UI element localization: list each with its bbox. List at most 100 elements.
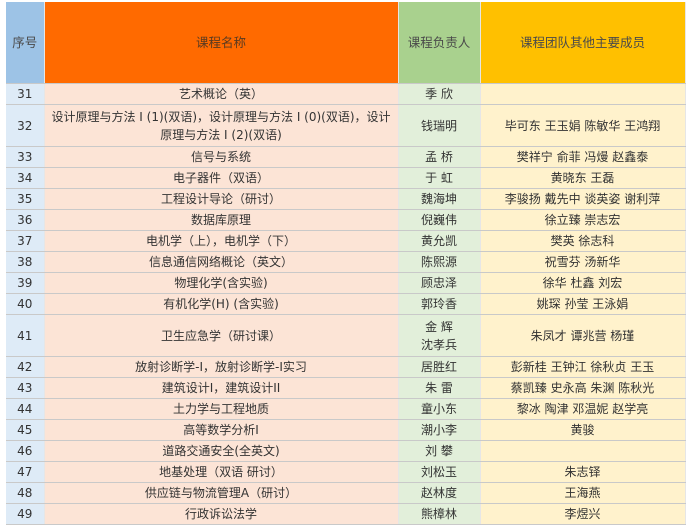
course-leader: 居胜红 xyxy=(398,356,481,378)
course-name: 电子器件（双语） xyxy=(44,167,399,189)
team-members xyxy=(480,440,686,462)
table-row: 39 物理化学(含实验) 顾忠泽 徐华 杜鑫 刘宏 xyxy=(6,272,686,294)
table-row: 38 信息通信网络概论（英文） 陈熙源 祝雪芬 汤新华 xyxy=(6,251,686,273)
course-leader: 倪巍伟 xyxy=(398,209,481,231)
row-number: 36 xyxy=(6,209,45,231)
course-leader: 熊樟林 xyxy=(398,503,481,525)
row-number: 38 xyxy=(6,251,45,273)
course-name: 供应链与物流管理A（研讨） xyxy=(44,482,399,504)
course-table: 序号 课程名称 课程负责人 课程团队其他主要成员 31 艺术概论（英）季 欣 32 设… xyxy=(6,2,686,525)
table-row: 42 放射诊断学-I，放射诊断学-I实习 居胜红 彭新桂 王钟江 徐秋贞 王玉 xyxy=(6,356,686,378)
row-number: 31 xyxy=(6,83,45,105)
team-members: 彭新桂 王钟江 徐秋贞 王玉 xyxy=(480,356,686,378)
team-members: 朱志铎 xyxy=(480,461,686,483)
course-leader: 郭玲香 xyxy=(398,293,481,315)
team-members: 毕可东 王玉娟 陈敏华 王鸿翔 xyxy=(480,104,686,147)
row-number: 34 xyxy=(6,167,45,189)
row-number: 47 xyxy=(6,461,45,483)
table-row: 32 设计原理与方法 I (1)(双语)，设计原理与方法 I (0)(双语)，设计… xyxy=(6,104,686,147)
team-members: 李煜兴 xyxy=(480,503,686,525)
team-members: 祝雪芬 汤新华 xyxy=(480,251,686,273)
course-leader: 季 欣 xyxy=(398,83,481,105)
course-name: 信号与系统 xyxy=(44,146,399,168)
team-members: 黄骏 xyxy=(480,419,686,441)
team-members xyxy=(480,83,686,105)
course-leader: 于 虹 xyxy=(398,167,481,189)
team-members: 樊祥宁 俞菲 冯熳 赵鑫泰 xyxy=(480,146,686,168)
course-name: 地基处理（双语 研讨） xyxy=(44,461,399,483)
course-name: 放射诊断学-I，放射诊断学-I实习 xyxy=(44,356,399,378)
team-members: 王海燕 xyxy=(480,482,686,504)
team-members: 樊英 徐志科 xyxy=(480,230,686,252)
course-leader: 赵林度 xyxy=(398,482,481,504)
table-row: 31 艺术概论（英）季 欣 xyxy=(6,83,686,105)
course-leader: 金 辉 沈孝兵 xyxy=(398,314,481,357)
row-number: 39 xyxy=(6,272,45,294)
row-number: 41 xyxy=(6,314,45,357)
table-row: 45 高等数学分析I 潮小李 黄骏 xyxy=(6,419,686,441)
team-members: 李骏扬 戴先中 谈英姿 谢利萍 xyxy=(480,188,686,210)
row-number: 48 xyxy=(6,482,45,504)
course-name: 艺术概论（英） xyxy=(44,83,399,105)
team-members: 姚琛 孙莹 王泳娟 xyxy=(480,293,686,315)
header-row: 序号 课程名称 课程负责人 课程团队其他主要成员 xyxy=(6,2,686,84)
table-row: 33 信号与系统孟 桥樊祥宁 俞菲 冯熳 赵鑫泰 xyxy=(6,146,686,168)
course-leader: 朱 雷 xyxy=(398,377,481,399)
team-members: 蔡凯臻 史永高 朱渊 陈秋光 xyxy=(480,377,686,399)
row-number: 46 xyxy=(6,440,45,462)
course-leader: 陈熙源 xyxy=(398,251,481,273)
table-row: 44 土力学与工程地质 童小东 黎冰 陶津 邓温妮 赵学亮 xyxy=(6,398,686,420)
table-row: 48 供应链与物流管理A（研讨） 赵林度 王海燕 xyxy=(6,482,686,504)
course-name: 信息通信网络概论（英文） xyxy=(44,251,399,273)
row-number: 49 xyxy=(6,503,45,525)
row-number: 35 xyxy=(6,188,45,210)
table-row: 34 电子器件（双语）于 虹黄晓东 王磊 xyxy=(6,167,686,189)
team-members: 徐立臻 崇志宏 xyxy=(480,209,686,231)
course-name: 有机化学(H) (含实验) xyxy=(44,293,399,315)
row-number: 32 xyxy=(6,104,45,147)
table-row: 40 有机化学(H) (含实验) 郭玲香 姚琛 孙莹 王泳娟 xyxy=(6,293,686,315)
course-leader: 魏海坤 xyxy=(398,188,481,210)
table-row: 37 电机学（上），电机学（下） 黄允凯 樊英 徐志科 xyxy=(6,230,686,252)
row-number: 43 xyxy=(6,377,45,399)
course-leader: 钱瑞明 xyxy=(398,104,481,147)
course-leader: 黄允凯 xyxy=(398,230,481,252)
table-row: 41 卫生应急学（研讨课）金 辉 沈孝兵 朱凤才 谭兆营 杨瑾 xyxy=(6,314,686,357)
team-members: 徐华 杜鑫 刘宏 xyxy=(480,272,686,294)
course-name: 数据库原理 xyxy=(44,209,399,231)
table-row: 36 数据库原理 倪巍伟 徐立臻 崇志宏 xyxy=(6,209,686,231)
row-number: 42 xyxy=(6,356,45,378)
course-name: 卫生应急学（研讨课） xyxy=(44,314,399,357)
course-leader: 刘松玉 xyxy=(398,461,481,483)
table-row: 49 行政诉讼法学 熊樟林 李煜兴 xyxy=(6,503,686,525)
table-row: 35 工程设计导论（研讨） 魏海坤 李骏扬 戴先中 谈英姿 谢利萍 xyxy=(6,188,686,210)
course-name: 行政诉讼法学 xyxy=(44,503,399,525)
course-name: 工程设计导论（研讨） xyxy=(44,188,399,210)
course-name: 设计原理与方法 I (1)(双语)，设计原理与方法 I (0)(双语)，设计原理… xyxy=(44,104,399,147)
header-leader: 课程负责人 xyxy=(398,2,481,84)
course-leader: 刘 攀 xyxy=(398,440,481,462)
course-name: 道路交通安全(全英文) xyxy=(44,440,399,462)
course-leader: 顾忠泽 xyxy=(398,272,481,294)
table-row: 43 建筑设计I，建筑设计II 朱 雷蔡凯臻 史永高 朱渊 陈秋光 xyxy=(6,377,686,399)
team-members: 黎冰 陶津 邓温妮 赵学亮 xyxy=(480,398,686,420)
row-number: 33 xyxy=(6,146,45,168)
course-name: 建筑设计I，建筑设计II xyxy=(44,377,399,399)
header-seq: 序号 xyxy=(6,2,45,84)
course-name: 高等数学分析I xyxy=(44,419,399,441)
course-name: 物理化学(含实验) xyxy=(44,272,399,294)
header-members: 课程团队其他主要成员 xyxy=(480,2,686,84)
team-members: 朱凤才 谭兆营 杨瑾 xyxy=(480,314,686,357)
table-row: 47 地基处理（双语 研讨） 刘松玉 朱志铎 xyxy=(6,461,686,483)
row-number: 45 xyxy=(6,419,45,441)
course-name: 电机学（上），电机学（下） xyxy=(44,230,399,252)
course-name: 土力学与工程地质 xyxy=(44,398,399,420)
course-leader: 潮小李 xyxy=(398,419,481,441)
course-leader: 孟 桥 xyxy=(398,146,481,168)
header-course-name: 课程名称 xyxy=(44,2,399,84)
row-number: 44 xyxy=(6,398,45,420)
row-number: 37 xyxy=(6,230,45,252)
course-leader: 童小东 xyxy=(398,398,481,420)
table-row: 46 道路交通安全(全英文) 刘 攀 xyxy=(6,440,686,462)
team-members: 黄晓东 王磊 xyxy=(480,167,686,189)
